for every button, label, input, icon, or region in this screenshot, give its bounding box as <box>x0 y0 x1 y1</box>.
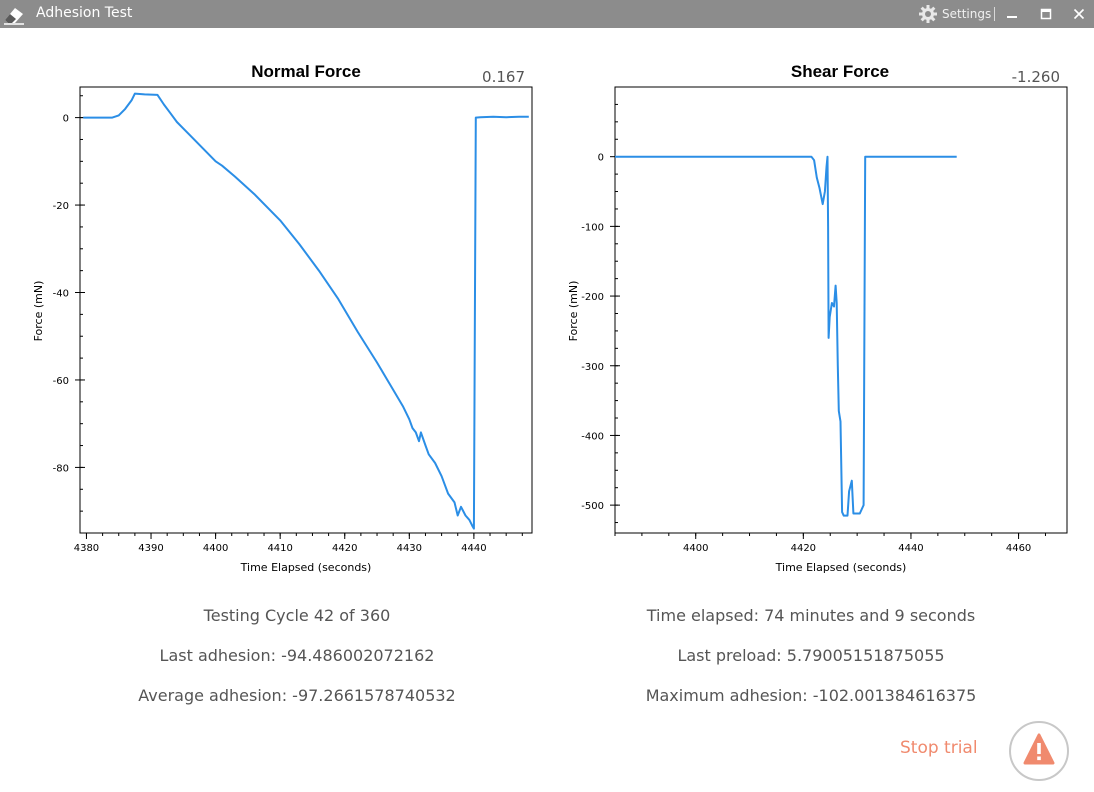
settings-label: Settings <box>942 7 992 21</box>
gear-icon <box>919 5 937 23</box>
eraser-icon <box>4 8 24 25</box>
maximize-icon <box>1040 8 1052 20</box>
shear-chart-title: Shear Force <box>790 62 890 81</box>
close-icon <box>1073 8 1085 20</box>
normal-series-line <box>83 92 529 530</box>
testing-cycle-text: Testing Cycle 42 of 360 <box>203 606 391 625</box>
normal-x-tick-label: 4440 <box>461 543 486 554</box>
normal-force-readout: 0.167 <box>482 68 525 86</box>
shear-plot-frame <box>614 86 1068 534</box>
stop-trial-label[interactable]: Stop trial <box>900 738 978 758</box>
minimize-icon <box>1007 16 1017 18</box>
shear-y-tick-label: -400 <box>581 431 604 442</box>
normal-y-tick-label: -80 <box>53 463 69 474</box>
normal-y-tick-label: -20 <box>53 201 69 212</box>
normal-chart-title: Normal Force <box>251 62 361 81</box>
window-title: Adhesion Test <box>36 5 133 21</box>
shear-x-tick-label: 4420 <box>791 543 816 554</box>
maximum-adhesion-text: Maximum adhesion: -102.001384616375 <box>645 686 977 705</box>
last-adhesion-text: Last adhesion: -94.486002072162 <box>159 646 435 665</box>
average-adhesion-text: Average adhesion: -97.2661578740532 <box>138 686 456 705</box>
normal-x-tick-label: 4390 <box>138 543 163 554</box>
normal-y-tick-label: -40 <box>53 289 69 300</box>
shear-x-axis-label: Time Elapsed (seconds) <box>775 561 907 574</box>
shear-y-tick-label: -500 <box>581 501 604 512</box>
shear-y-tick-label: -200 <box>581 292 604 303</box>
shear-y-tick-label: 0 <box>598 153 604 164</box>
normal-x-tick-label: 4420 <box>332 543 357 554</box>
shear-y-tick-label: -300 <box>581 362 604 373</box>
close-button[interactable] <box>1067 2 1091 26</box>
last-preload-text: Last preload: 5.79005151875055 <box>677 646 945 665</box>
normal-x-axis-label: Time Elapsed (seconds) <box>240 561 372 574</box>
normal-y-tick-label: 0 <box>63 114 69 125</box>
shear-y-tick-label: -100 <box>581 222 604 233</box>
shear-series-line <box>615 155 957 517</box>
warning-icon <box>1023 733 1055 765</box>
shear-y-axis-label: Force (mN) <box>567 281 580 342</box>
settings-button[interactable]: Settings <box>918 4 991 24</box>
titlebar-divider <box>994 7 995 21</box>
shear-x-tick-label: 4400 <box>683 543 708 554</box>
normal-y-axis-label: Force (mN) <box>32 281 45 342</box>
stop-trial-button[interactable] <box>1008 720 1070 782</box>
time-elapsed-text: Time elapsed: 74 minutes and 9 seconds <box>646 606 976 625</box>
minimize-button[interactable] <box>1000 2 1024 26</box>
title-bar: Adhesion Test Settings <box>0 0 1094 28</box>
shear-force-readout: -1.260 <box>1011 68 1060 86</box>
normal-plot-frame <box>79 86 533 534</box>
shear-x-tick-label: 4440 <box>898 543 923 554</box>
normal-x-tick-label: 4410 <box>267 543 292 554</box>
normal-y-tick-label: -60 <box>53 376 69 387</box>
shear-x-tick-label: 4460 <box>1006 543 1031 554</box>
normal-x-tick-label: 4430 <box>397 543 422 554</box>
normal-x-tick-label: 4380 <box>74 543 99 554</box>
maximize-button[interactable] <box>1034 2 1058 26</box>
normal-x-tick-label: 4400 <box>203 543 228 554</box>
